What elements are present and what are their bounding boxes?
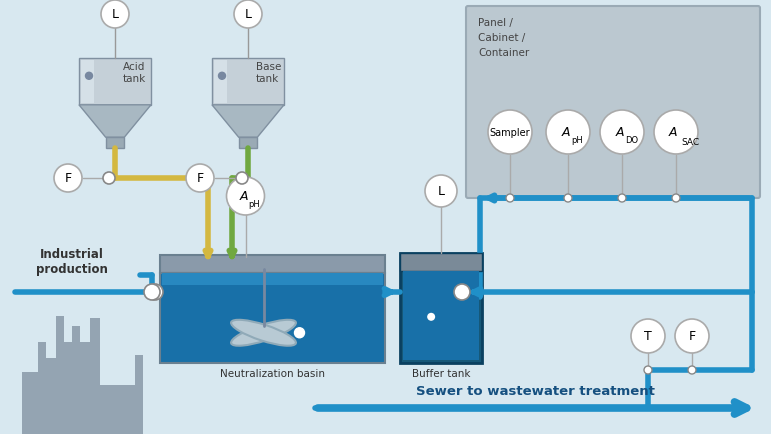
- Circle shape: [675, 319, 709, 353]
- Text: Sewer to wastewater treatment: Sewer to wastewater treatment: [416, 385, 655, 398]
- Circle shape: [546, 110, 590, 154]
- Circle shape: [600, 110, 644, 154]
- Bar: [81, 60, 94, 103]
- Bar: [400, 253, 482, 363]
- Circle shape: [227, 177, 264, 215]
- Circle shape: [86, 72, 93, 79]
- Circle shape: [234, 0, 262, 28]
- Text: DO: DO: [625, 136, 638, 145]
- Text: A: A: [616, 126, 625, 139]
- Bar: [212, 58, 284, 105]
- Text: Buffer tank: Buffer tank: [412, 369, 470, 379]
- Circle shape: [147, 284, 163, 300]
- Text: Sampler: Sampler: [490, 128, 530, 138]
- Circle shape: [618, 194, 626, 202]
- Text: L: L: [244, 8, 251, 21]
- Circle shape: [236, 172, 248, 184]
- Text: F: F: [65, 172, 72, 185]
- Circle shape: [425, 175, 457, 207]
- Bar: [400, 253, 482, 271]
- Circle shape: [672, 194, 680, 202]
- Bar: [160, 273, 385, 363]
- Bar: [162, 273, 383, 285]
- Text: L: L: [437, 185, 445, 198]
- Circle shape: [54, 164, 82, 192]
- Circle shape: [631, 319, 665, 353]
- Text: T: T: [644, 330, 651, 343]
- Bar: [214, 60, 227, 103]
- Text: Neutralization basin: Neutralization basin: [220, 369, 325, 379]
- Bar: [239, 137, 258, 148]
- Text: A: A: [239, 191, 247, 204]
- Text: F: F: [197, 172, 204, 185]
- Circle shape: [564, 194, 572, 202]
- Text: A: A: [668, 126, 677, 139]
- Bar: [160, 255, 385, 273]
- Circle shape: [427, 313, 435, 321]
- Polygon shape: [22, 316, 143, 434]
- Circle shape: [506, 194, 514, 202]
- Text: Base
tank: Base tank: [256, 62, 281, 84]
- Circle shape: [218, 72, 225, 79]
- Circle shape: [488, 110, 532, 154]
- Circle shape: [103, 172, 115, 184]
- Ellipse shape: [231, 320, 296, 346]
- Text: Acid
tank: Acid tank: [123, 62, 146, 84]
- Text: L: L: [112, 8, 119, 21]
- Bar: [403, 271, 479, 360]
- Circle shape: [688, 366, 696, 374]
- Circle shape: [454, 284, 470, 300]
- Ellipse shape: [231, 320, 296, 346]
- Text: pH: pH: [248, 200, 261, 209]
- Bar: [106, 137, 124, 148]
- Circle shape: [101, 0, 129, 28]
- Circle shape: [295, 328, 305, 338]
- Text: F: F: [689, 330, 695, 343]
- Circle shape: [186, 164, 214, 192]
- Text: Industrial
production: Industrial production: [36, 248, 108, 276]
- Text: SAC: SAC: [681, 138, 699, 147]
- Polygon shape: [212, 105, 284, 137]
- Text: Panel /
Cabinet /
Container: Panel / Cabinet / Container: [478, 18, 529, 58]
- Bar: [79, 58, 151, 105]
- FancyBboxPatch shape: [466, 6, 760, 198]
- Circle shape: [644, 366, 652, 374]
- Text: pH: pH: [571, 136, 583, 145]
- Circle shape: [144, 284, 160, 300]
- Circle shape: [654, 110, 698, 154]
- Text: A: A: [562, 126, 571, 139]
- Polygon shape: [79, 105, 151, 137]
